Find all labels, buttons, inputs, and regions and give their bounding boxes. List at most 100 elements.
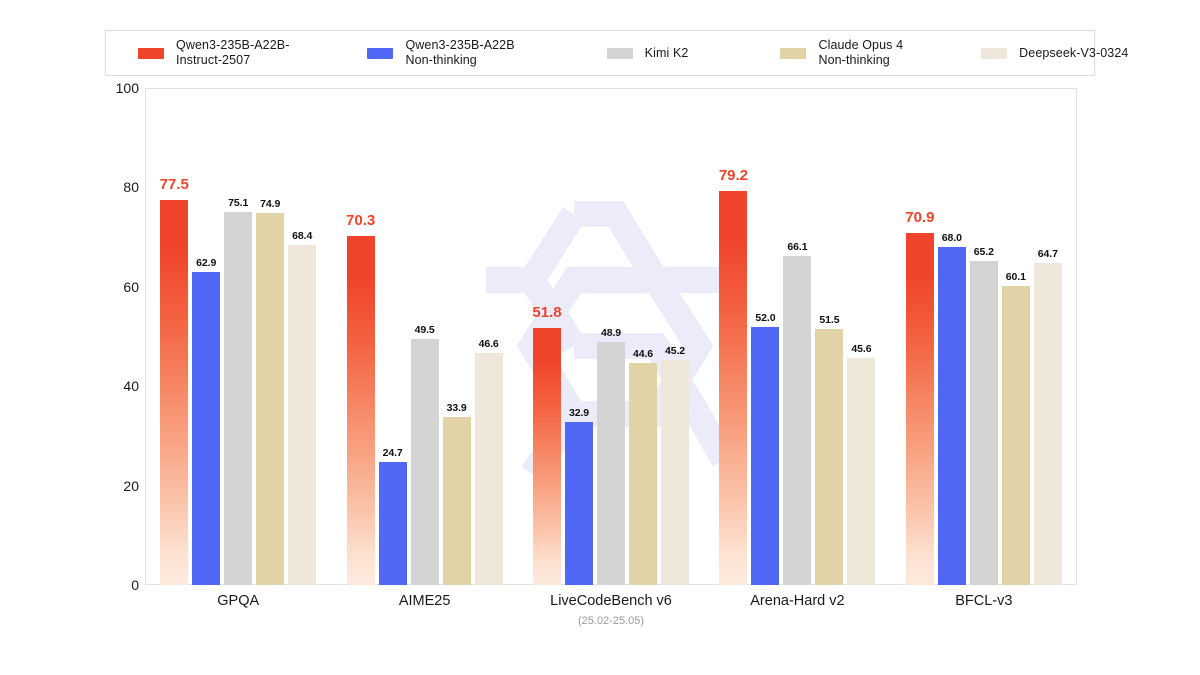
legend-swatch-qwen3-nonthinking [367,47,394,59]
x-axis-label: Arena-Hard v2 [750,593,845,609]
bar-column[interactable]: 44.6 [629,88,658,585]
bar[interactable] [224,211,253,585]
bar-column[interactable]: 70.9 [905,88,935,585]
bar-column[interactable]: 51.5 [815,88,844,585]
bar-column[interactable]: 32.9 [565,88,594,585]
bar[interactable] [442,416,471,585]
x-axis-label-cell: AIME25 [331,590,517,650]
chart-legend: Qwen3-235B-A22B- Instruct-2507 Qwen3-235… [105,30,1128,76]
bar-column[interactable]: 68.4 [288,88,317,585]
legend-item-kimi-k2[interactable]: Kimi K2 [606,45,689,61]
bar-groups: 77.5 62.9 75.1 74.9 68.4 70.3 24.7 49.5 33.9 46.6… [145,88,1077,585]
bar[interactable] [1033,263,1062,585]
bar-value-label: 65.2 [973,245,994,258]
bar-group-bars: 70.9 68.0 65.2 60.1 64.7 [891,88,1077,585]
x-axis-label-cell: Arena-Hard v2 [704,590,890,650]
x-axis-label: LiveCodeBench v6 [550,593,672,609]
bar-group-bars: 70.3 24.7 49.5 33.9 46.6 [331,88,517,585]
bar[interactable] [378,462,407,585]
bar-column[interactable]: 51.8 [532,88,562,585]
bar-group: 70.9 68.0 65.2 60.1 64.7 [891,88,1077,585]
bar-value-label: 32.9 [568,406,590,419]
bar-column[interactable]: 52.0 [751,88,780,585]
bar[interactable] [847,358,876,585]
legend-swatch-deepseek-v3 [981,47,1008,59]
bar-column[interactable]: 77.5 [159,88,189,585]
bar-column[interactable]: 66.1 [783,88,812,585]
bar[interactable] [533,327,562,585]
bar-column[interactable]: 46.6 [474,88,503,585]
bar[interactable] [256,212,285,585]
bar[interactable] [1001,286,1030,585]
bar-value-label: 70.9 [905,208,935,226]
x-axis-label: BFCL-v3 [955,593,1013,609]
bar[interactable] [597,341,626,585]
legend-item-deepseek-v3[interactable]: Deepseek-V3-0324 [981,46,1128,61]
bar-column[interactable]: 79.2 [718,88,749,585]
legend-label-kimi-k2: Kimi K2 [644,45,689,60]
bar[interactable] [661,360,690,585]
x-axis-label-cell: GPQA [145,590,331,650]
x-axis: GPQA AIME25 LiveCodeBench v6 (25.02-25.05) A… [145,590,1077,650]
legend-item-qwen3-instruct[interactable]: Qwen3-235B-A22B- Instruct-2507 [138,38,289,68]
bar-column[interactable]: 45.2 [661,88,690,585]
bar[interactable] [410,339,439,585]
bar-group: 51.8 32.9 48.9 44.6 45.2 [518,88,704,585]
bar-column[interactable]: 33.9 [442,88,471,585]
bar-column[interactable]: 60.1 [1001,88,1030,585]
bar-column[interactable]: 74.9 [256,88,285,585]
bar-column[interactable]: 24.7 [378,88,407,585]
legend-label-claude-opus-4: Claude Opus 4 Non-thinking [818,38,904,67]
y-tick-0: 0 [131,577,139,593]
y-tick-40: 40 [123,378,139,395]
bar-value-label: 60.1 [1005,271,1026,284]
bar-column[interactable]: 70.3 [346,88,376,585]
bar-value-label: 70.3 [346,211,376,229]
y-tick-60: 60 [123,278,139,295]
legend-swatch-claude-opus-4 [780,47,807,59]
legend-swatch-kimi-k2 [606,47,633,59]
bar-column[interactable]: 49.5 [410,88,439,585]
bar-value-label: 46.6 [478,338,499,351]
bar-column[interactable]: 45.6 [847,88,876,585]
legend-label-deepseek-v3: Deepseek-V3-0324 [1019,45,1129,60]
bar-column[interactable]: 62.9 [192,88,221,585]
bar[interactable] [160,199,189,585]
bar-column[interactable]: 65.2 [969,88,998,585]
bar-value-label: 77.5 [159,175,189,193]
bar[interactable] [969,260,998,585]
bar-column[interactable]: 64.7 [1033,88,1062,585]
x-axis-sublabel: (25.02-25.05) [577,615,645,627]
bar[interactable] [346,235,375,585]
bar[interactable] [629,363,658,585]
bar-value-label: 64.7 [1037,248,1058,261]
bar-value-label: 62.9 [196,257,217,270]
bar-value-label: 45.6 [851,343,872,356]
bar-column[interactable]: 48.9 [597,88,626,585]
bar-value-label: 33.9 [446,401,467,414]
bar-group-bars: 79.2 52.0 66.1 51.5 45.6 [704,88,890,585]
bar-value-label: 79.2 [718,167,749,185]
bar[interactable] [937,247,966,585]
bar[interactable] [783,256,812,585]
bar[interactable] [905,232,934,585]
bar[interactable] [288,245,317,585]
legend-item-qwen3-nonthinking[interactable]: Qwen3-235B-A22B Non-thinking [367,38,515,68]
bar[interactable] [565,421,594,585]
y-tick-20: 20 [123,477,139,494]
bar-value-label: 24.7 [382,447,403,460]
bar-column[interactable]: 75.1 [224,88,253,585]
bar[interactable] [815,329,844,585]
bar[interactable] [192,272,221,585]
bar-column[interactable]: 68.0 [937,88,966,585]
y-tick-80: 80 [123,179,139,196]
bar[interactable] [474,353,503,585]
bar-group: 79.2 52.0 66.1 51.5 45.6 [704,88,890,585]
bar-value-label: 52.0 [755,311,776,324]
legend-item-claude-opus-4[interactable]: Claude Opus 4 Non-thinking [780,38,903,68]
bar[interactable] [751,326,780,585]
bar[interactable] [719,191,748,585]
bar-group: 70.3 24.7 49.5 33.9 46.6 [331,88,517,585]
legend-swatch-qwen3-instruct [138,47,164,59]
